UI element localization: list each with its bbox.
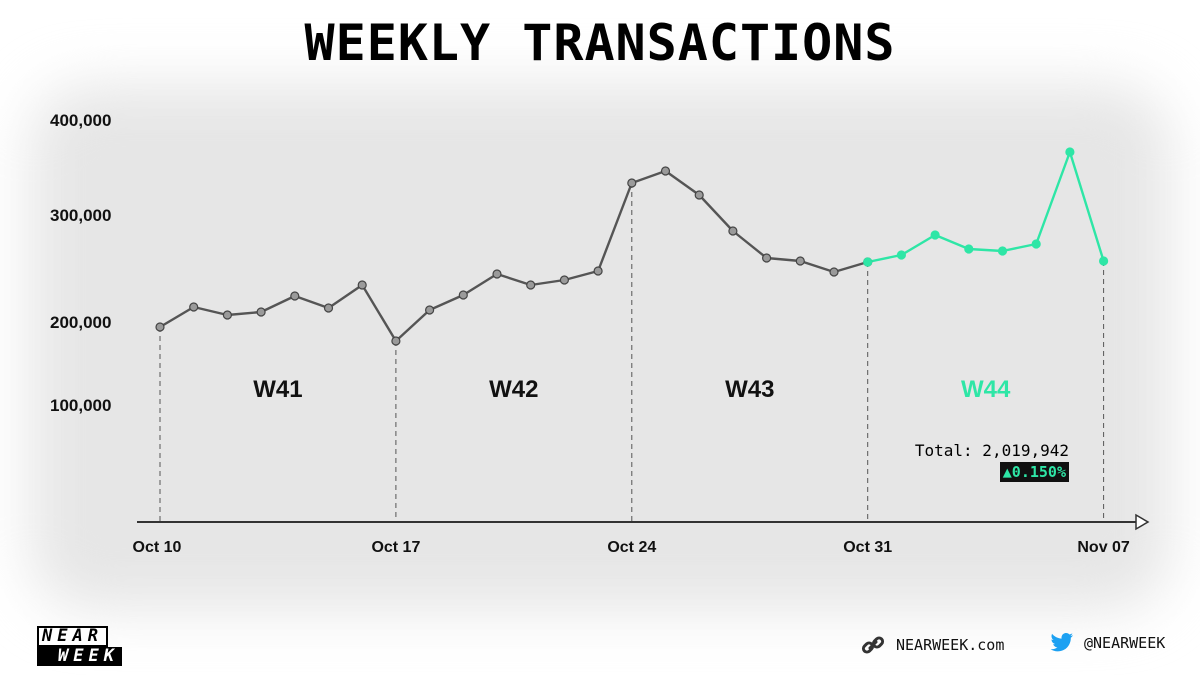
x-axis-arrow <box>1135 513 1150 531</box>
data-point <box>795 256 805 266</box>
data-point <box>391 336 401 346</box>
data-point <box>155 322 165 332</box>
data-point <box>290 291 300 301</box>
logo-bottom-text: WEEK <box>37 647 122 666</box>
y-tick-label: 100,000 <box>50 396 111 415</box>
nearweek-logo: NEAR WEEK <box>37 626 122 666</box>
week-label: W41 <box>253 376 302 403</box>
total-label: Total: 2,019,942 <box>914 441 1069 460</box>
data-point <box>593 266 603 276</box>
chart-title: WEEKLY TRANSACTIONS <box>304 14 896 72</box>
change-badge: ▲0.150% <box>999 462 1069 482</box>
twitter-link[interactable]: @NEARWEEK <box>1050 632 1165 654</box>
week-label: W42 <box>489 376 538 403</box>
data-point <box>357 280 367 290</box>
data-point <box>761 253 772 263</box>
data-point <box>458 290 468 300</box>
x-tick-label: Oct 31 <box>843 539 892 556</box>
x-tick-label: Oct 10 <box>133 539 182 556</box>
data-point <box>222 310 232 320</box>
website-text: NEARWEEK.com <box>896 636 1005 654</box>
y-tick-label: 400,000 <box>50 111 111 130</box>
data-point <box>492 269 502 279</box>
y-tick-label: 200,000 <box>50 313 111 332</box>
y-tick-label: 300,000 <box>50 206 111 225</box>
data-point <box>1098 256 1109 266</box>
data-point <box>997 246 1008 256</box>
data-point <box>694 190 704 200</box>
data-point <box>1065 147 1075 157</box>
x-tick-label: Oct 17 <box>371 539 420 556</box>
data-point <box>559 275 570 285</box>
data-point <box>256 307 266 317</box>
website-link[interactable]: NEARWEEK.com <box>860 632 1004 658</box>
data-point <box>323 303 334 313</box>
link-icon <box>861 636 885 654</box>
week-label: W43 <box>725 376 774 403</box>
logo-top-text: NEAR <box>37 626 108 647</box>
x-tick-label: Nov 07 <box>1077 539 1130 556</box>
week-label: W44 <box>961 376 1011 403</box>
data-point <box>627 178 637 188</box>
data-point <box>728 226 738 236</box>
series-line <box>867 150 1105 264</box>
data-point <box>425 305 435 315</box>
data-point <box>930 230 940 240</box>
data-point <box>1031 239 1041 249</box>
data-point <box>896 250 907 260</box>
x-tick-label: Oct 24 <box>607 539 656 556</box>
twitter-bird-icon <box>1050 633 1073 652</box>
data-point <box>863 257 873 267</box>
data-point <box>964 244 974 254</box>
data-point <box>660 166 671 176</box>
data-point <box>189 302 199 312</box>
data-point <box>526 280 536 290</box>
twitter-handle-text: @NEARWEEK <box>1084 634 1166 652</box>
series-line <box>159 169 869 343</box>
data-point <box>829 267 839 277</box>
